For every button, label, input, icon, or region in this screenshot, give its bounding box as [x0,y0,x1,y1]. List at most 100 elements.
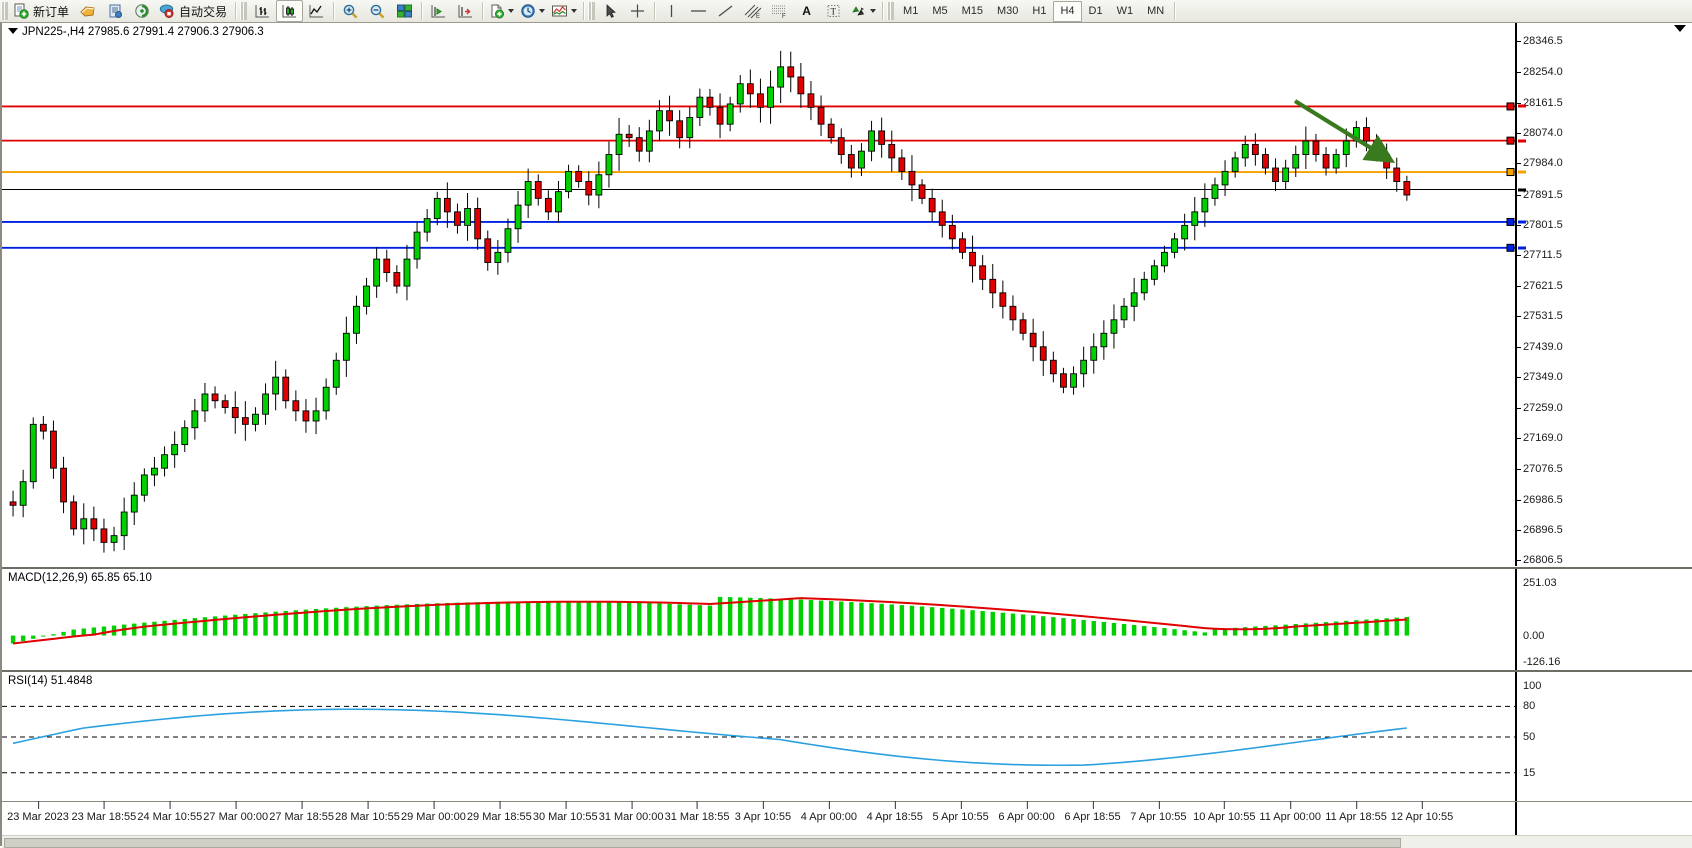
zoom-in-button[interactable] [337,0,364,22]
bar-chart-button[interactable] [249,0,276,22]
price-level-tag[interactable] [1518,220,1526,224]
time-axis-line [1515,802,1517,848]
time-tick: 29 Mar 00:00 [401,801,466,823]
toolbar-separator-2 [333,2,335,20]
time-axis[interactable]: 23 Mar 2023 23 Mar 18:55 24 Mar 10:55 27 Ma… [2,801,1692,848]
rsi-pane[interactable]: RSI(14) 51.4848 100 80 50 15 [2,670,1692,802]
vertical-line-tool-button[interactable] [658,0,685,22]
navigator-icon [134,3,150,19]
crosshair-tool-button[interactable] [624,0,651,22]
price-tick: 28161.5 [1516,97,1563,109]
timeframe-m5[interactable]: M5 [932,4,948,17]
cursor-arrow-icon [603,3,618,19]
zoom-out-button[interactable] [364,0,391,22]
timeframe-m30[interactable]: M30 [997,4,1019,17]
timeframe-w1[interactable]: W1 [1116,4,1134,17]
price-tick: 28074.0 [1516,127,1563,139]
price-tick: 27984.0 [1516,157,1563,169]
chart-menu-triangle-icon[interactable] [8,28,18,34]
navigator-button[interactable] [128,0,155,22]
rsi-label: RSI(14) 51.4848 [8,675,93,687]
fibonacci-tool-button[interactable]: F [766,0,793,22]
toolbar-grip-4[interactable] [887,2,895,20]
timeframe-h4[interactable]: H4 [1053,0,1082,22]
equidistant-channel-icon: E [743,3,762,19]
period-button[interactable] [517,0,548,22]
timeframe-d1[interactable]: D1 [1088,4,1103,17]
new-order-button[interactable]: 新订单 [10,0,74,22]
macd-tick: 251.03 [1523,577,1557,589]
chart-shift-button[interactable] [425,0,452,22]
add-indicator-icon [489,3,505,19]
chart-collapse-triangle-icon[interactable] [1674,25,1686,32]
rsi-tick: 100 [1523,680,1542,692]
text-tool-button[interactable]: A [793,0,820,22]
toolbar-grip-3[interactable] [588,2,596,20]
svg-text:E: E [756,14,760,19]
rsi-tick: 15 [1523,766,1536,779]
toolbar-separator-4 [482,2,484,20]
zoom-in-icon [342,3,359,19]
macd-pane[interactable]: MACD(12,26,9) 65.85 65.10 251.03 0.00 -126… [2,567,1692,670]
toolbar-separator-3 [421,2,423,20]
toolbar-separator-5 [583,2,585,20]
candlestick-chart-button[interactable] [276,0,304,22]
add-indicator-button[interactable] [486,0,517,22]
chevron-down-icon-4[interactable] [870,9,877,13]
price-tick: 26806.5 [1516,554,1563,566]
toolbar-grip-2[interactable] [240,2,248,20]
data-window-button[interactable] [101,0,128,22]
price-level-tag[interactable] [1518,246,1526,250]
price-level-tag[interactable] [1518,188,1526,191]
price-level-tag[interactable] [1518,104,1526,108]
price-tick: 27439.0 [1516,341,1563,353]
arrows-tool-button[interactable] [847,0,879,22]
horizontal-line-tool-button[interactable] [685,0,712,22]
time-tick: 6 Apr 18:55 [1064,801,1121,823]
templates-button[interactable] [548,0,580,22]
auto-trading-label: 自动交易 [179,4,228,19]
cursor-tool-button[interactable] [597,0,624,22]
timeframe-mn[interactable]: MN [1147,4,1165,17]
expert-advisors-icon [79,3,96,19]
down-trend-arrow[interactable] [1287,93,1417,183]
time-tick: 11 Apr 18:55 [1325,801,1387,823]
auto-trading-button[interactable]: 自动交易 [155,0,232,22]
time-tick: 5 Apr 10:55 [933,801,989,823]
text-label-tool-button[interactable]: T [820,0,847,22]
chevron-down-icon[interactable] [508,9,515,13]
line-chart-button[interactable] [303,0,330,22]
chevron-down-icon-2[interactable] [539,9,546,13]
scrollbar-thumb[interactable] [4,838,1401,848]
chart-window[interactable]: JPN225-,H4 27985.6 27991.4 27906.3 27906… [0,22,1692,848]
trendline-tool-button[interactable] [712,0,739,22]
macd-tick: 0.00 [1523,629,1545,642]
price-tick: 27169.0 [1516,432,1563,444]
time-tick: 4 Apr 00:00 [801,801,857,823]
expert-advisors-button[interactable] [74,0,101,22]
price-tick: 27891.5 [1516,189,1563,201]
time-tick: 23 Mar 2023 [7,801,69,823]
auto-scroll-button[interactable] [452,0,479,22]
price-level-tag[interactable] [1518,139,1526,143]
price-tick: 27531.5 [1516,310,1563,322]
horizontal-line-icon [689,3,708,19]
tile-windows-icon [396,3,413,19]
toolbar-grip[interactable] [1,2,8,20]
timeframe-m15[interactable]: M15 [961,4,983,17]
timeframe-m1[interactable]: M1 [903,4,919,17]
signals-icon [158,3,175,19]
chevron-down-icon-3[interactable] [571,9,578,13]
price-level-tag[interactable] [1518,170,1526,174]
price-pane[interactable]: JPN225-,H4 27985.6 27991.4 27906.3 27906… [2,23,1692,566]
time-tick: 31 Mar 00:00 [599,801,664,823]
timeframe-h1[interactable]: H1 [1032,4,1047,17]
tile-windows-button[interactable] [391,0,418,22]
horizontal-scrollbar[interactable] [2,835,1692,848]
toolbar-separator-8 [1174,2,1176,20]
auto-scroll-icon [457,3,474,19]
equidistant-channel-button[interactable]: E [739,0,766,22]
macd-histogram [10,596,1410,645]
svg-text:F: F [782,14,786,19]
new-order-label: 新订单 [33,4,70,19]
